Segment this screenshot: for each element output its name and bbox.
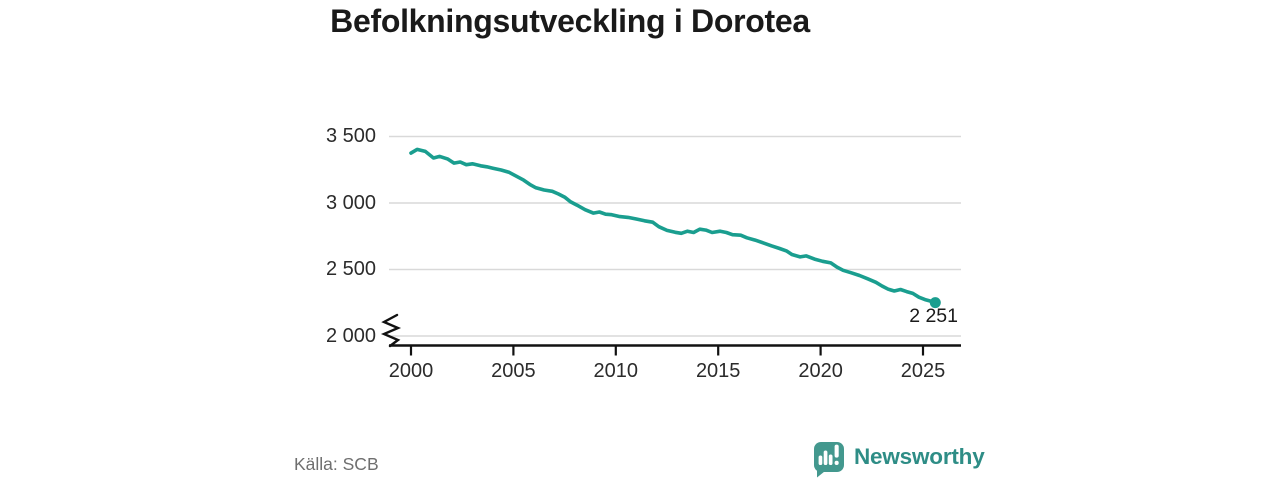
y-axis-break-icon — [380, 313, 402, 348]
chart-title: Befolkningsutveckling i Dorotea — [330, 3, 810, 39]
y-tick-label: 2 500 — [325, 258, 376, 280]
x-tick-label: 2025 — [900, 360, 946, 382]
last-value-label: 2 251 — [909, 305, 958, 327]
y-tick-label: 2 000 — [325, 324, 376, 347]
y-tick-label: 3 500 — [325, 125, 376, 147]
bar-icon-small — [818, 455, 823, 465]
line-end-dot — [929, 297, 941, 309]
x-tick-label: 2000 — [388, 360, 434, 382]
source-note: Källa: SCB — [294, 454, 379, 474]
x-tick-label: 2020 — [798, 360, 843, 382]
gridlines — [389, 135, 961, 337]
bar-icon-medium — [828, 454, 833, 465]
x-tick-label: 2015 — [695, 360, 741, 382]
x-tick-label: 2005 — [491, 360, 536, 382]
newsworthy-chart-bubble-icon — [814, 442, 844, 478]
population-trend-line — [409, 147, 938, 305]
y-tick-label: 3 000 — [325, 191, 376, 214]
x-tick-label: 2010 — [593, 360, 639, 382]
exclamation-stem-icon — [834, 444, 839, 458]
brand-name: Newsworthy — [854, 444, 985, 469]
bar-icon-tall — [823, 450, 828, 465]
exclamation-dot-icon — [834, 460, 839, 465]
newsworthy-logo: Newsworthy — [813, 441, 985, 478]
x-axis — [389, 344, 961, 356]
